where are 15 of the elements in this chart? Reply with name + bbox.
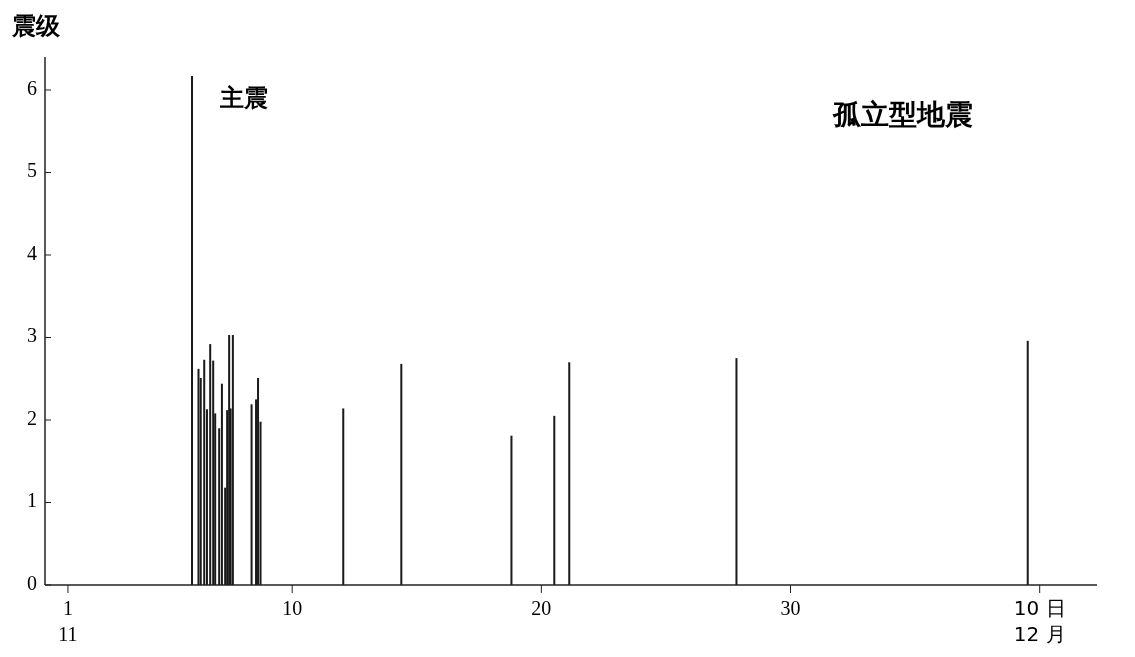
x-tick-label: 10	[282, 597, 303, 619]
y-tick-label: 0	[27, 571, 37, 594]
y-tick-label: 2	[27, 406, 37, 429]
y-tick-label: 5	[27, 159, 37, 182]
y-tick-label: 3	[27, 324, 37, 347]
y-tick-label: 4	[27, 241, 37, 264]
y-tick-label: 6	[27, 76, 37, 99]
x-tick-label: 20	[531, 597, 552, 619]
y-axis-title: 震级	[11, 12, 61, 40]
x-tick-label: 10 日 12 月	[1013, 596, 1066, 646]
y-tick-label: 1	[27, 489, 37, 512]
x-tick-label: 1 11	[58, 597, 78, 645]
annotation: 主震	[219, 83, 269, 112]
x-tick-label: 30	[780, 597, 801, 619]
text: 孤立型地震	[831, 98, 973, 131]
